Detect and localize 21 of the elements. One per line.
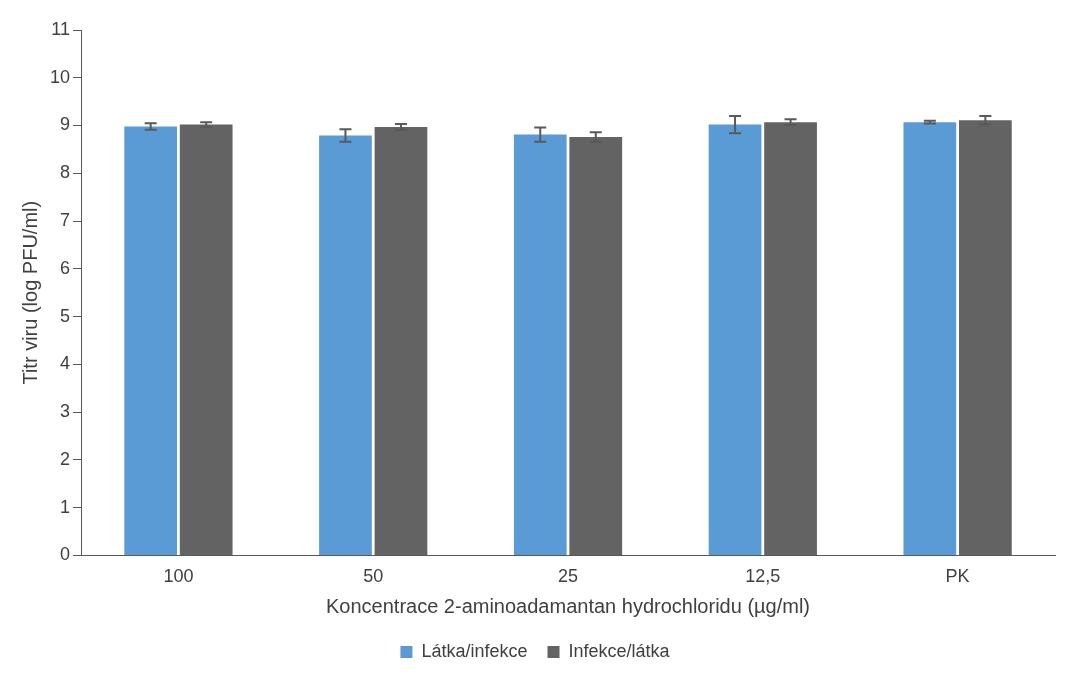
x-tick-label: 100: [163, 566, 194, 587]
y-tick-label: 6: [60, 257, 71, 278]
x-tick-label: 25: [558, 566, 579, 587]
y-tick-label: 11: [51, 18, 71, 39]
y-tick-label: 5: [60, 305, 71, 326]
y-tick-label: 0: [60, 544, 71, 565]
y-tick-label: 4: [60, 353, 71, 374]
x-tick-label: 12,5: [745, 566, 781, 587]
y-tick-label: 9: [60, 114, 71, 135]
x-tick-label: 50: [363, 566, 384, 587]
x-axis-title: Koncentrace 2-aminoadamantan hydrochloridu (µg/ml): [326, 594, 811, 617]
y-tick-label: 3: [60, 401, 71, 422]
x-tick-label: PK: [945, 566, 970, 587]
legend-label: Infekce/látka: [568, 640, 671, 661]
legend-label: Látka/infekce: [421, 640, 528, 661]
y-tick-label: 10: [49, 66, 71, 87]
y-tick-label: 2: [60, 448, 71, 469]
y-tick-label: 8: [60, 162, 71, 183]
y-axis-title: Titr viru (log PFU/ml): [18, 200, 41, 385]
y-tick-label: 1: [60, 496, 71, 517]
y-tick-label: 7: [60, 210, 71, 231]
